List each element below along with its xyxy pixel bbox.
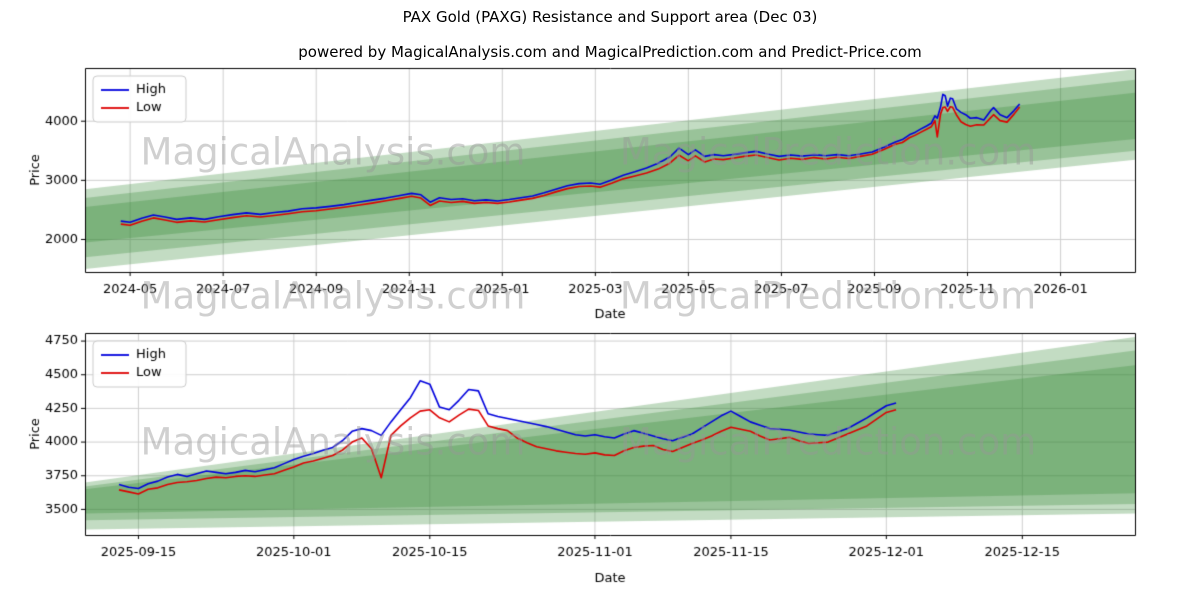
figure-subtitle: powered by MagicalAnalysis.com and Magic… <box>298 43 922 61</box>
figure-title: PAX Gold (PAXG) Resistance and Support a… <box>402 8 818 26</box>
